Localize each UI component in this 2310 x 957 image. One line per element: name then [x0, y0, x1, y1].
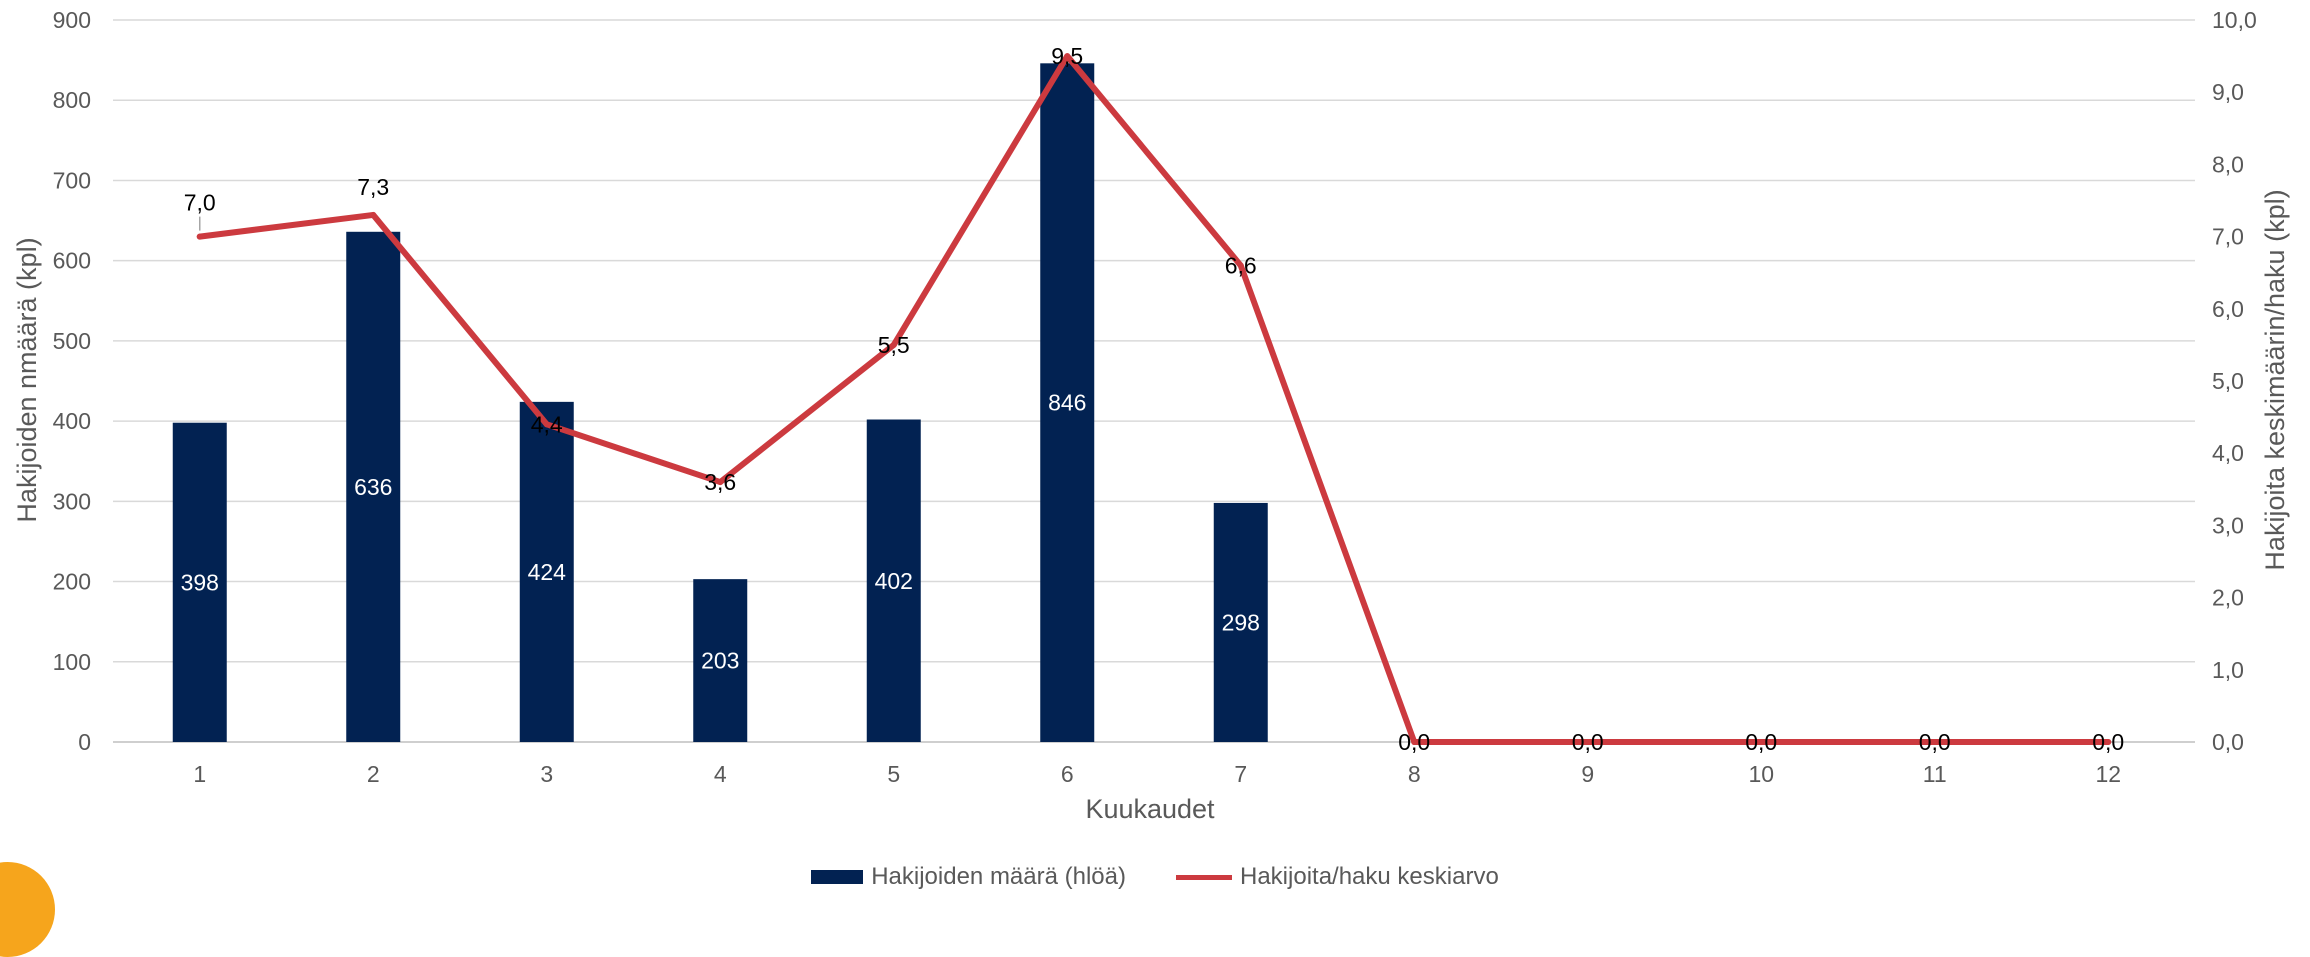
- bar: [1040, 63, 1095, 742]
- line-value-label: 6,6: [1225, 252, 1257, 278]
- line-value-label: 3,6: [704, 469, 736, 495]
- bar-value-label: 203: [701, 648, 739, 674]
- combo-chart: 3986364242034028462987,07,34,43,65,59,56…: [12, 7, 2290, 824]
- line-point: [1584, 739, 1591, 745]
- y2-tick-label: 1,0: [2212, 657, 2244, 683]
- y-tick-label: 400: [53, 408, 91, 434]
- y-tick-label: 100: [53, 649, 91, 675]
- legend: Hakijoiden määrä (hlöä) Hakijoita/haku k…: [0, 862, 2310, 892]
- y2-tick-label: 9,0: [2212, 79, 2244, 105]
- y-tick-label: 200: [53, 569, 91, 595]
- bar: [172, 422, 227, 742]
- line-point: [1064, 53, 1071, 60]
- bar: [693, 579, 748, 742]
- y-tick-label: 900: [53, 7, 91, 33]
- y2-tick-label: 2,0: [2212, 585, 2244, 611]
- y2-tick-label: 0,0: [2212, 729, 2244, 755]
- line-point: [1237, 262, 1244, 269]
- line-value-label: 0,0: [2092, 729, 2124, 755]
- line-point: [2105, 739, 2112, 745]
- line-point: [370, 211, 377, 218]
- y-tick-label: 300: [53, 488, 91, 514]
- bar: [866, 419, 921, 742]
- y2-tick-label: 5,0: [2212, 368, 2244, 394]
- y2-tick-label: 10,0: [2212, 7, 2257, 33]
- bar: [519, 401, 574, 742]
- bar-value-label: 398: [181, 569, 219, 595]
- y-tick-label: 700: [53, 167, 91, 193]
- line-value-label: 0,0: [1745, 729, 1777, 755]
- bar-value-label: 424: [528, 559, 567, 585]
- y-tick-label: 0: [78, 729, 91, 755]
- x-tick-label: 10: [1748, 761, 1774, 787]
- bar-value-label: 402: [875, 568, 913, 594]
- y2-tick-label: 8,0: [2212, 151, 2244, 177]
- x-tick-label: 9: [1581, 761, 1594, 787]
- x-tick-label: 7: [1234, 761, 1247, 787]
- line-value-label: 0,0: [1398, 729, 1430, 755]
- line-value-label: 5,5: [878, 332, 910, 358]
- y-axis-title: Hakijoiden nmäärä (kpl): [12, 237, 42, 522]
- line-point: [1758, 739, 1765, 745]
- legend-bar-swatch: [811, 870, 864, 884]
- x-tick-label: 4: [714, 761, 727, 787]
- line-series: [196, 53, 2112, 745]
- x-tick-label: 8: [1408, 761, 1421, 787]
- data-labels: 398 636 424 203 402 846 298 7,0 7,3 4,4 3,6 5,5 9,5 6…: [181, 43, 2125, 755]
- x-tick-label: 12: [2095, 761, 2121, 787]
- line-value-label: 0,0: [1919, 729, 1951, 755]
- line-point: [1931, 739, 1938, 745]
- bar-value-label: 846: [1048, 390, 1086, 416]
- y2-tick-label: 3,0: [2212, 512, 2244, 538]
- legend-line-label: Hakijoita/haku keskiarvo: [1240, 863, 1499, 890]
- y2-tick-label: 6,0: [2212, 296, 2244, 322]
- legend-bar-label: Hakijoiden määrä (hlöä): [871, 863, 1126, 890]
- x-tick-label: 2: [367, 761, 380, 787]
- y2-tick-label: 4,0: [2212, 440, 2244, 466]
- x-tick-label: 3: [540, 761, 553, 787]
- line-value-label: 9,5: [1051, 43, 1083, 69]
- line-point: [890, 341, 897, 348]
- line-point: [1411, 739, 1418, 745]
- y2-axis-title: Hakijoita keskimäärin/haku (kpl): [2260, 189, 2290, 570]
- x-tick-label: 6: [1061, 761, 1074, 787]
- bar-value-label: 298: [1222, 609, 1260, 635]
- axes: 0 100 200 300 400 500 600 700 800 900 0,0 1,0 2,0 3,0…: [53, 7, 2257, 787]
- x-tick-label: 5: [887, 761, 900, 787]
- bar: [346, 231, 401, 742]
- legend-line-swatch: [1176, 874, 1232, 880]
- y-tick-label: 800: [53, 87, 91, 113]
- line-value-label: 0,0: [1572, 729, 1604, 755]
- legend-item-bars: Hakijoiden määrä (hlöä): [811, 863, 1126, 891]
- bar-value-label: 636: [354, 474, 392, 500]
- x-tick-label: 1: [193, 761, 206, 787]
- x-axis-title: Kuukaudet: [1085, 794, 1215, 824]
- y2-tick-label: 7,0: [2212, 224, 2244, 250]
- line-point: [543, 421, 550, 428]
- y-tick-label: 600: [53, 248, 91, 274]
- x-tick-label: 11: [1923, 761, 1947, 787]
- gridlines: [113, 19, 2195, 743]
- line-path: [196, 53, 2112, 745]
- line-point: [196, 233, 203, 240]
- legend-item-line: Hakijoita/haku keskiarvo: [1176, 863, 1499, 891]
- y-tick-label: 500: [53, 328, 91, 354]
- bar: [1213, 502, 1268, 742]
- line-value-label: 7,0: [184, 190, 216, 216]
- line-point: [717, 479, 724, 486]
- line-value-label: 4,4: [531, 411, 563, 437]
- bar-series: [172, 63, 1268, 742]
- line-value-label: 7,3: [357, 174, 389, 200]
